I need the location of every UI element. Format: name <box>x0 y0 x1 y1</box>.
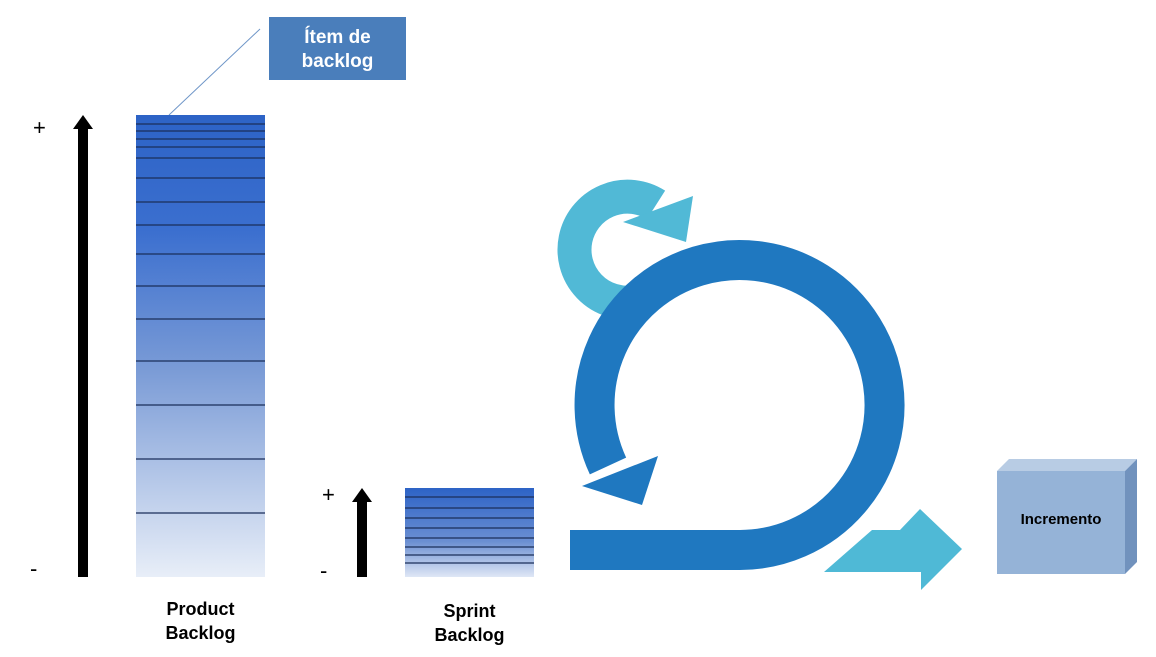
callout-leader-line <box>168 28 261 116</box>
sprint-backlog-caption-line-2: Backlog <box>434 625 505 645</box>
small-cycle-arrow-icon <box>557 179 693 320</box>
large-cycle-arrow-icon <box>570 240 905 570</box>
callout-line-2: backlog <box>301 50 374 72</box>
product-backlog-column <box>136 115 265 577</box>
callout-line-1: Ítem de <box>304 26 371 48</box>
right-arrow-icon <box>824 509 962 590</box>
backlog-item-callout: Ítem de backlog <box>269 17 406 80</box>
cube-icon <box>997 459 1137 574</box>
product-backlog-caption: Product Backlog <box>136 597 265 645</box>
sprint-backlog-plus-sign: + <box>322 482 335 507</box>
sprint-backlog-caption: Sprint Backlog <box>405 599 534 647</box>
up-arrow-icon <box>73 115 93 577</box>
sprint-backlog-column <box>405 488 534 577</box>
product-backlog-caption-line-2: Backlog <box>165 623 236 643</box>
sprint-backlog-minus-sign: - <box>320 558 328 583</box>
product-backlog-minus-sign: - <box>30 556 38 581</box>
product-backlog-plus-sign: + <box>33 115 46 140</box>
up-arrow-icon <box>352 488 372 577</box>
product-backlog-caption-line-1: Product <box>166 599 235 619</box>
sprint-backlog-caption-line-1: Sprint <box>443 601 496 621</box>
increment-label: Incremento <box>1020 511 1102 528</box>
